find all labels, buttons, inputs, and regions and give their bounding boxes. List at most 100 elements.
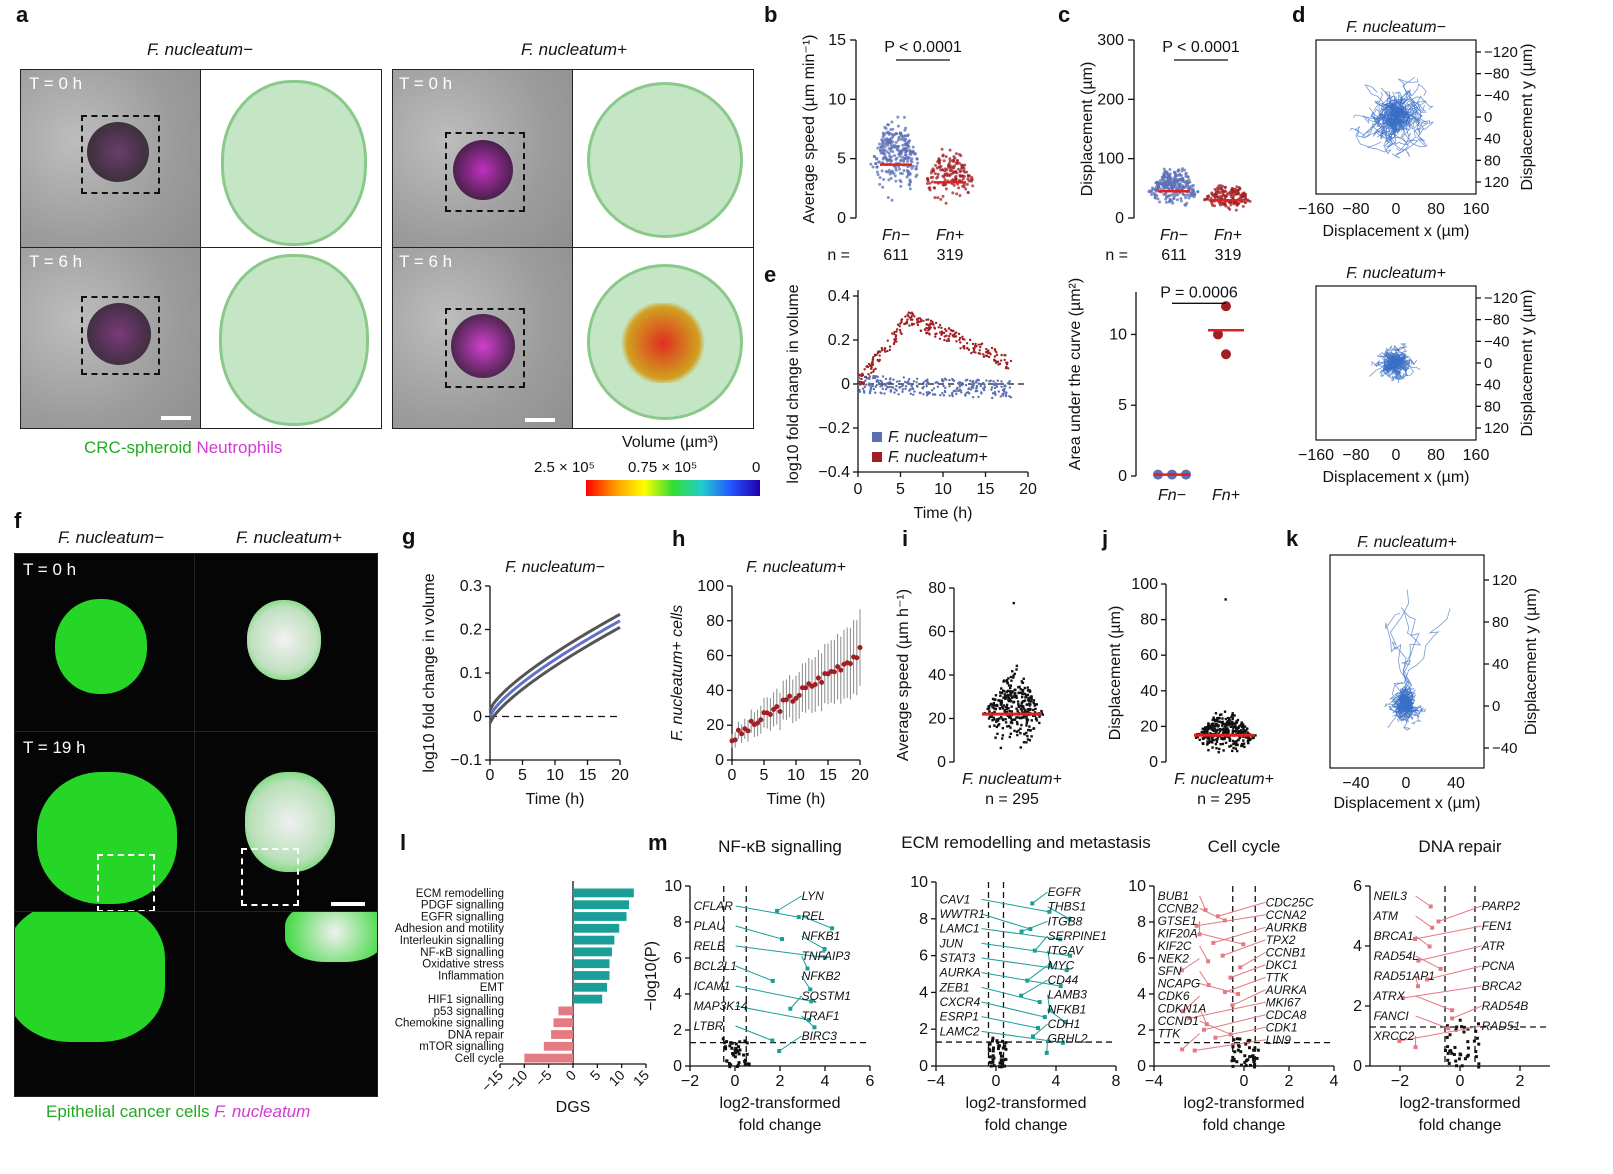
data-point (1028, 729, 1032, 732)
data-point (1174, 190, 1178, 194)
trajectory (1384, 116, 1408, 142)
data-point (992, 1056, 996, 1060)
y-axis-label: Average speed (µm min⁻¹) (801, 35, 818, 224)
data-point (1209, 726, 1212, 730)
data-point (1236, 202, 1240, 206)
data-point (949, 168, 953, 172)
data-point (1210, 734, 1213, 737)
data-point (1228, 190, 1232, 194)
gene-label: CCNA2 (1266, 908, 1307, 922)
data-point-neg (994, 382, 997, 385)
data-point-pos (965, 341, 969, 345)
data-point (1244, 736, 1248, 739)
data-point (1016, 722, 1019, 726)
data-point (1168, 172, 1172, 176)
data-point (1235, 203, 1239, 207)
data-point (1225, 735, 1229, 738)
data-point (751, 722, 757, 728)
data-point (1221, 201, 1225, 205)
data-point (1447, 1061, 1451, 1065)
y-axis-label-m: −log10(P) (643, 941, 660, 1011)
data-point (1466, 1040, 1470, 1044)
data-point-neg (953, 389, 957, 393)
data-point (1213, 727, 1216, 730)
data-point (954, 177, 958, 181)
data-point-pos (878, 359, 881, 362)
data-point (1224, 204, 1228, 208)
data-point (1209, 199, 1213, 203)
data-point (1416, 984, 1421, 989)
data-point (1004, 1041, 1008, 1045)
data-point (1013, 688, 1016, 692)
data-point (988, 1055, 992, 1059)
data-point (1154, 187, 1158, 191)
data-point (1001, 1039, 1005, 1043)
data-point (1009, 692, 1012, 696)
data-point (1162, 176, 1166, 180)
x-tick-label: 160 (1463, 201, 1490, 218)
data-point (1242, 739, 1245, 742)
data-point (1026, 686, 1030, 689)
f-spheroid (245, 772, 335, 872)
data-point (996, 1047, 1000, 1051)
data-point (1211, 746, 1214, 749)
data-point (964, 187, 968, 191)
data-point (1213, 192, 1217, 196)
data-point (1243, 1060, 1247, 1064)
data-point (1247, 741, 1250, 745)
data-point (1153, 469, 1163, 480)
data-point (885, 138, 889, 142)
data-point (1252, 1060, 1256, 1064)
data-point (941, 174, 945, 178)
data-point (1028, 713, 1031, 716)
data-point (1025, 719, 1029, 723)
gene-label: GRHL2 (1048, 1032, 1088, 1046)
plot-title: F. nucleatum+ (1357, 534, 1457, 551)
data-point (1163, 181, 1167, 185)
data-point (1150, 193, 1154, 197)
data-point (1010, 721, 1014, 725)
data-point-pos (954, 335, 958, 338)
data-point (1223, 735, 1227, 738)
data-point (914, 167, 918, 171)
data-point-pos (878, 358, 881, 362)
data-point (1048, 963, 1053, 968)
data-point (1165, 175, 1169, 179)
data-point-neg (971, 380, 975, 383)
data-point-pos (858, 373, 861, 376)
data-point (1178, 173, 1182, 177)
data-point (1004, 1057, 1008, 1061)
data-point (1000, 702, 1003, 706)
data-point (1178, 185, 1182, 189)
data-point (899, 132, 903, 136)
data-point (1210, 191, 1214, 195)
data-point (992, 1064, 996, 1068)
y-tick-label: 120 (1484, 174, 1509, 191)
y-tick-label: 0 (1118, 468, 1127, 485)
data-point (1167, 469, 1177, 480)
data-point-pos (1005, 365, 1008, 368)
data-point (904, 141, 908, 145)
data-point (723, 1041, 727, 1045)
y-tick-label: 2 (1353, 998, 1362, 1015)
y-axis-label: Displacement (µm) (1079, 62, 1096, 197)
gene-label: PARP2 (1482, 899, 1521, 913)
data-point (1181, 192, 1185, 196)
data-point (1060, 1040, 1065, 1045)
data-point (1030, 700, 1033, 703)
data-point-neg (955, 392, 958, 396)
data-point-pos (927, 327, 931, 330)
trajectory (1368, 107, 1401, 124)
data-point (1148, 189, 1152, 193)
data-point (940, 147, 944, 151)
data-point (1187, 186, 1191, 190)
data-point (881, 141, 885, 145)
data-point (999, 1065, 1003, 1069)
label-leader (789, 995, 802, 1010)
data-point (1216, 196, 1220, 200)
data-point (1231, 1045, 1235, 1049)
data-point (1183, 193, 1187, 197)
y-tick-label: 0 (837, 210, 846, 227)
a-legend: CRC-spheroid Neutrophils (84, 438, 282, 458)
trajectory (1379, 359, 1397, 378)
